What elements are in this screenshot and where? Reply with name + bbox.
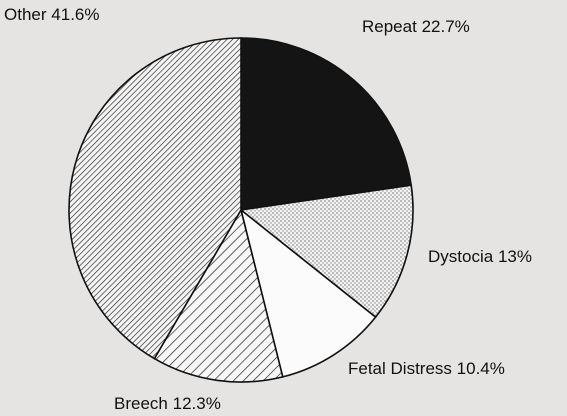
category-label: Breech (114, 394, 168, 413)
category-label: Other (4, 5, 47, 24)
category-label: Dystocia (428, 247, 494, 266)
value-label: 10.4% (457, 359, 505, 378)
pie-slice (240, 37, 413, 211)
pie-slice (239, 184, 414, 319)
slice-label: Repeat 22.7% (362, 17, 470, 36)
category-label: Fetal Distress (348, 359, 452, 378)
pie (68, 37, 414, 383)
value-label: 22.7% (422, 17, 470, 36)
value-label: 41.6% (51, 5, 99, 24)
slice-label: Other 41.6% (4, 5, 99, 24)
slice-label: Breech 12.3% (114, 394, 221, 413)
value-label: 12.3% (173, 394, 221, 413)
slice-label: Dystocia 13% (428, 247, 532, 266)
pie-slice (239, 207, 377, 378)
value-label: 13% (498, 247, 532, 266)
slice-label: Fetal Distress 10.4% (348, 359, 505, 378)
pie-slice (153, 207, 284, 383)
category-label: Repeat (362, 17, 417, 36)
labels: Repeat 22.7% Dystocia 13% Fetal Distress 10.4… (4, 5, 532, 413)
pie-slice (68, 37, 242, 360)
